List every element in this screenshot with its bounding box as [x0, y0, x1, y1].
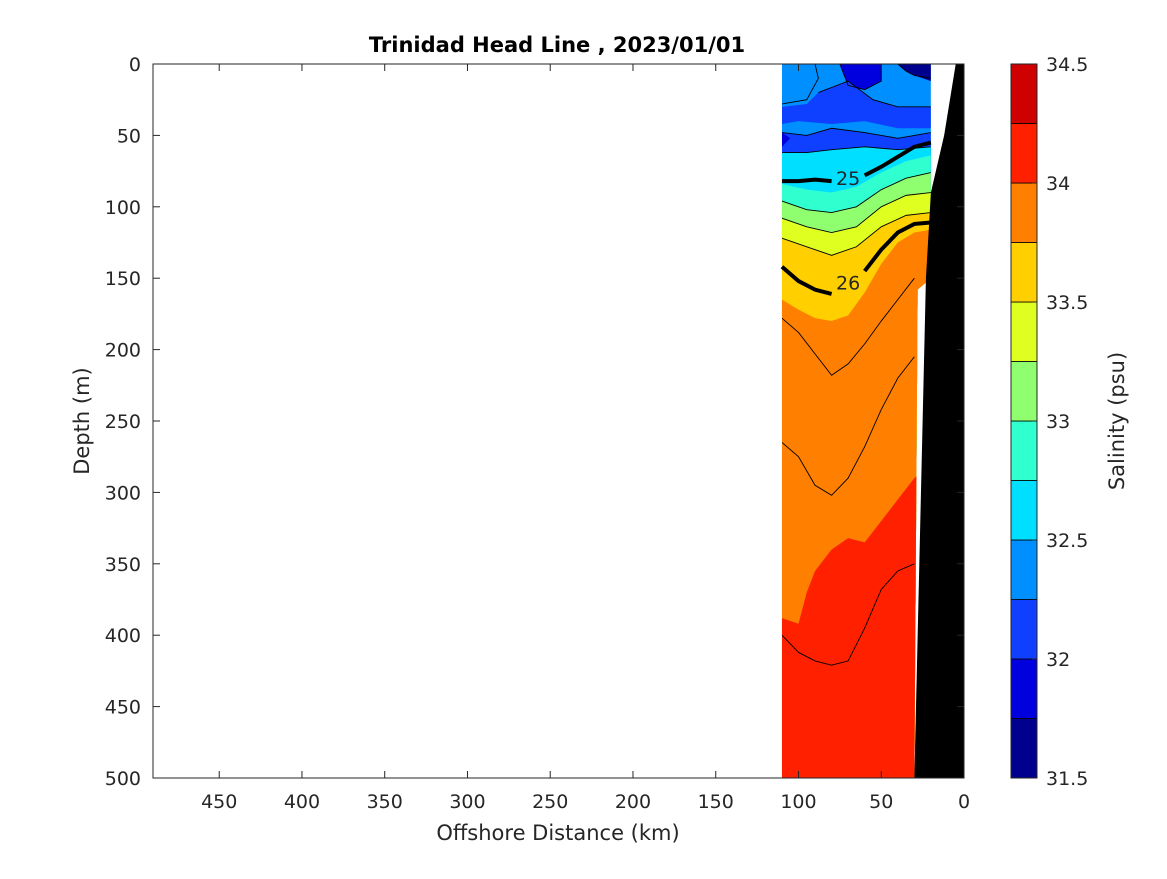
x-tick-label: 350	[367, 791, 403, 813]
salinity-contour-surface-1	[839, 64, 882, 91]
y-axis-label: Depth (m)	[70, 367, 94, 474]
colorbar-swatch-10	[1010, 123, 1038, 184]
salinity-contour-surface-0	[781, 64, 819, 105]
chart-title: Trinidad Head Line , 2023/01/01	[369, 33, 745, 57]
colorbar-swatch-8	[1010, 242, 1038, 303]
colorbar-tick-label: 32	[1046, 649, 1070, 671]
x-tick-label: 100	[780, 791, 816, 813]
seafloor-bathymetry	[914, 64, 964, 778]
salinity-contour-5	[781, 212, 931, 256]
colorbar-swatch-6	[1010, 361, 1038, 422]
x-tick-label: 300	[449, 791, 485, 813]
salinity-patch-2	[781, 81, 931, 129]
x-tick-label: 400	[284, 791, 320, 813]
x-tick-label: 200	[615, 791, 651, 813]
colorbar-swatch-0	[1010, 718, 1038, 779]
salinity-contour-8	[781, 563, 915, 666]
colorbar-swatch-7	[1010, 301, 1038, 362]
y-tick-label: 500	[105, 768, 141, 790]
salinity-contour-2	[781, 146, 931, 153]
isopycnal-line-25-a	[781, 177, 832, 184]
y-tick-label: 400	[105, 625, 141, 647]
salinity-contour-surface-2	[818, 80, 931, 108]
y-tick-label: 100	[105, 197, 141, 219]
colorbar-swatch-3	[1010, 539, 1038, 600]
colorbar-tick-label: 32.5	[1046, 530, 1088, 552]
colorbar-swatch-5	[1010, 420, 1038, 481]
colorbar-tick-label: 34	[1046, 173, 1070, 195]
isopycnal-line-26-b	[863, 220, 932, 273]
x-tick-label: 450	[201, 791, 237, 813]
colorbar-swatch-9	[1010, 182, 1038, 243]
colorbar-swatch-4	[1010, 480, 1038, 541]
salinity-contour-7	[781, 356, 915, 496]
y-tick-label: 0	[129, 54, 141, 76]
isopycnal-label-26: 26	[836, 272, 860, 294]
salinity-patch-0	[781, 64, 819, 104]
x-tick-label: 0	[958, 791, 970, 813]
colorbar-tick-label: 33.5	[1046, 292, 1088, 314]
salinity-contour-1	[781, 127, 931, 139]
x-axis-ticks: 450 400 350 300 250 200 150 100 50 0	[201, 64, 970, 813]
colorbar-swatch-2	[1010, 599, 1038, 660]
salinity-patch-4	[781, 132, 791, 147]
y-tick-label: 50	[117, 125, 141, 147]
isopycnal-line-25-b	[863, 140, 932, 178]
y-tick-label: 300	[105, 482, 141, 504]
x-tick-label: 150	[698, 791, 734, 813]
salinity-band-8	[781, 463, 931, 778]
salinity-contour-3	[781, 172, 931, 213]
x-tick-label: 50	[869, 791, 893, 813]
isopycnal-label-25: 25	[836, 168, 860, 190]
y-tick-label: 200	[105, 340, 141, 362]
colorbar-label: Salinity (psu)	[1105, 352, 1129, 490]
y-tick-label: 150	[105, 268, 141, 290]
colorbar-tick-label: 31.5	[1046, 768, 1088, 790]
isopycnal-lines: 25 26	[780, 140, 932, 296]
y-tick-label: 250	[105, 411, 141, 433]
x-tick-label: 250	[532, 791, 568, 813]
colorbar-swatch-1	[1010, 658, 1038, 719]
colorbar-swatch-11	[1010, 63, 1038, 124]
colorbar-tick-label: 34.5	[1046, 54, 1088, 76]
x-axis-label: Offshore Distance (km)	[436, 821, 679, 845]
y-tick-label: 350	[105, 554, 141, 576]
salinity-contour-lines	[781, 64, 931, 666]
salinity-contour-6	[781, 277, 915, 376]
y-tick-label: 450	[105, 697, 141, 719]
colorbar-tick-label: 33	[1046, 411, 1070, 433]
colorbar: 34.5 34 33.5 33 32.5 32 31.5	[1010, 54, 1088, 790]
y-axis-ticks: 0 50 100 150 200 250 300 350 400 450 500	[105, 54, 964, 790]
isopycnal-line-26-a	[780, 265, 833, 296]
salinity-contour-0	[897, 64, 931, 79]
salinity-contour-4	[781, 192, 931, 233]
